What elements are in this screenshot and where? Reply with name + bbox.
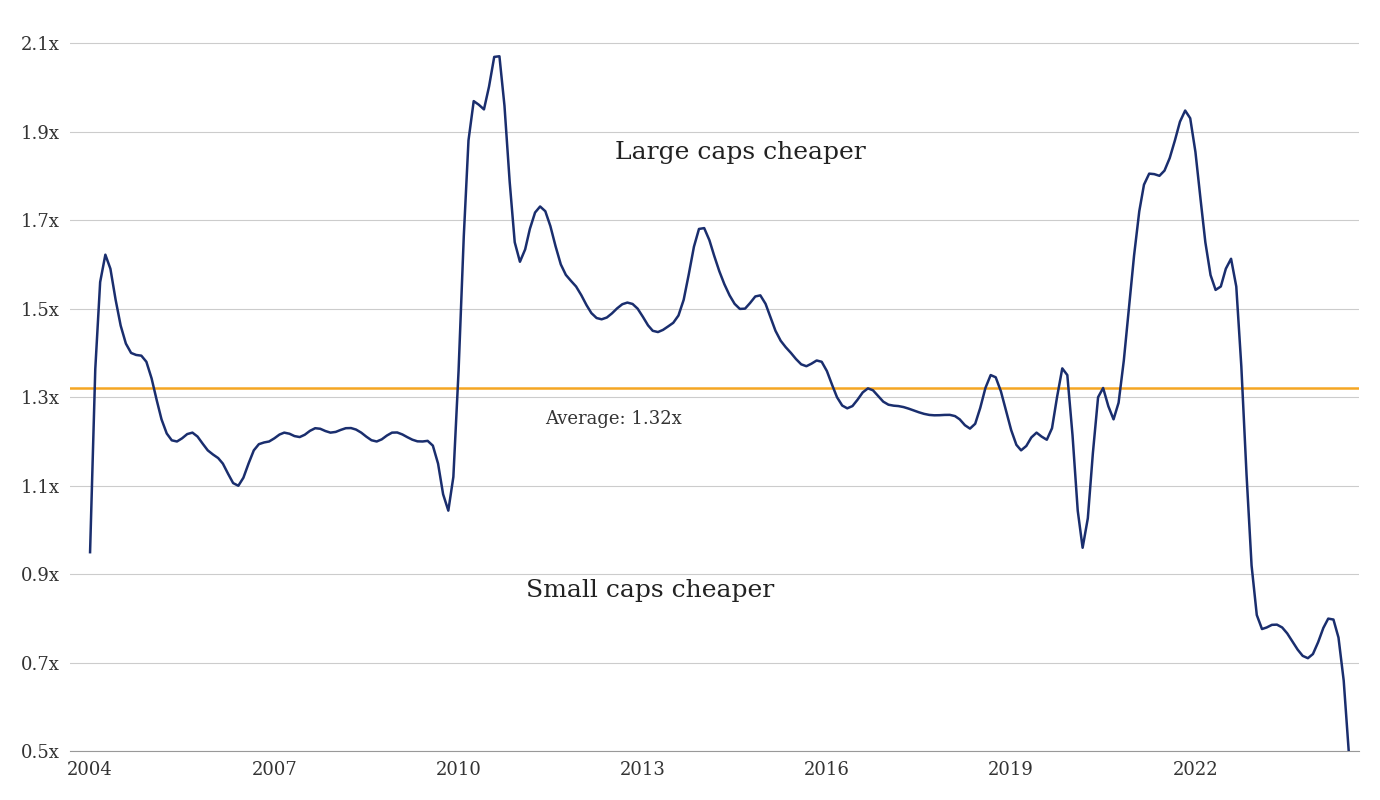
Text: Average: 1.32x: Average: 1.32x	[545, 410, 682, 429]
Text: Large caps cheaper: Large caps cheaper	[614, 141, 865, 164]
Text: Small caps cheaper: Small caps cheaper	[526, 579, 774, 602]
